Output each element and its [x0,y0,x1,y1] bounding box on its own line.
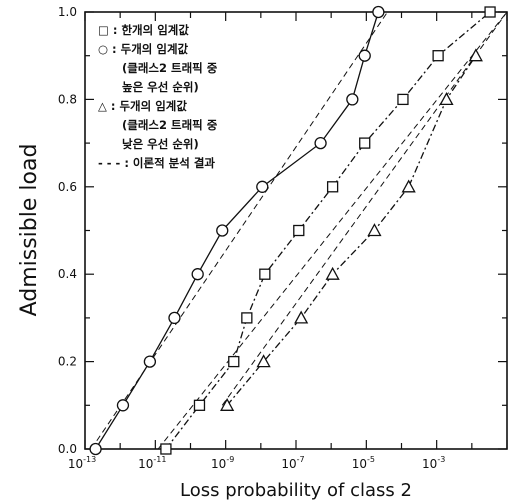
y-axis-ticks: 0.0 0.2 0.4 0.6 0.8 1.0 [58,5,507,456]
data-point-triangle [367,223,382,237]
data-point-circle [116,399,130,412]
series-line [157,11,508,450]
data-point-square [397,93,409,106]
legend-label: □ : 한개의 임계값 [98,23,189,37]
data-point-circle [346,93,359,106]
data-point-square [193,399,206,411]
data-point-triangle [468,48,483,62]
legend-label: 낮은 우선 순위) [122,137,199,151]
data-point-triangle [439,92,454,106]
data-point-circle [216,224,229,237]
series-line [165,11,491,450]
data-point-circle [191,268,204,281]
data-point-triangle [294,310,309,324]
y-tick-label: 0.8 [58,92,77,106]
data-point-circle [89,442,102,456]
y-tick-label: 0.4 [58,267,77,281]
y-tick-label: 0.0 [58,442,77,456]
legend-label: ○ : 두개의 임계값 [98,42,189,56]
series-line [226,55,477,406]
y-tick-label: 0.2 [58,355,77,369]
legend-label: - - - : 이론적 분석 결과 [98,156,215,170]
x-tick-label: 10-13 [68,455,96,471]
legend-label: 높은 우선 순위) [122,80,199,94]
legend: □ : 한개의 임계값○ : 두개의 임계값(클래스2 트래픽 중높은 우선 순… [98,23,218,170]
data-point-square [432,50,444,62]
x-axis-ticks: 10-13 10-11 10-9 10-7 10-5 10-3 [68,12,508,471]
data-point-triangle [401,179,416,193]
x-tick-label: 10-11 [138,455,166,471]
data-point-circle [256,180,269,193]
legend-label: (클래스2 트래픽 중 [122,61,218,75]
series-layer [89,5,508,456]
x-tick-label: 10-7 [281,455,304,471]
data-point-square [259,268,271,280]
data-point-circle [168,311,181,325]
data-point-square [228,355,240,368]
data-point-triangle [220,397,235,411]
data-point-square [160,443,172,455]
data-point-circle [358,49,371,62]
data-point-triangle [256,354,271,368]
x-axis-title: Loss probability of class 2 [180,480,412,501]
data-point-square [293,224,305,237]
series-line [221,11,508,406]
data-point-square [484,6,496,18]
y-tick-label: 0.6 [58,180,77,194]
y-tick-label: 1.0 [58,5,77,19]
legend-label: (클래스2 트래픽 중 [122,118,218,132]
data-point-circle [143,355,157,368]
x-tick-label: 10-9 [211,455,234,471]
data-point-circle [372,5,385,19]
series-line [95,11,379,450]
y-axis-title: Admissible load [17,144,42,317]
x-tick-label: 10-3 [422,455,445,471]
legend-label: △ : 두개의 임계값 [98,99,187,113]
data-point-circle [314,136,327,150]
series-line [90,11,388,450]
data-point-square [326,181,339,193]
data-point-square [241,312,253,324]
data-point-square [359,137,371,149]
x-tick-label: 10-5 [352,455,375,471]
data-point-triangle [325,266,340,280]
